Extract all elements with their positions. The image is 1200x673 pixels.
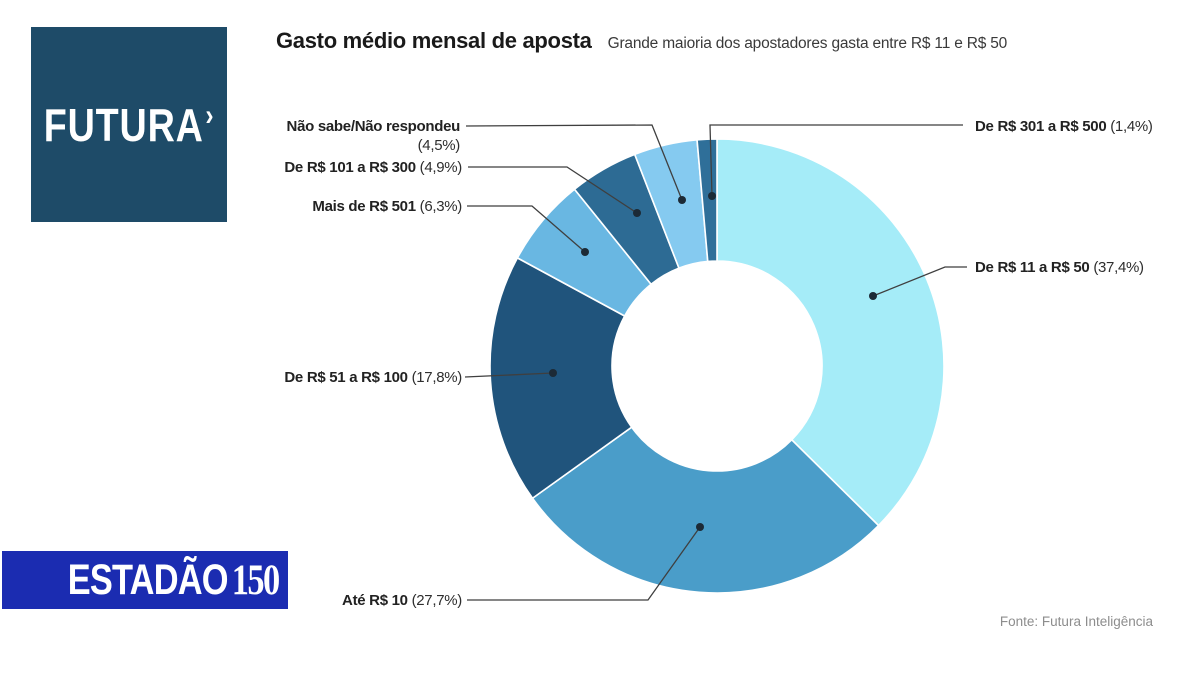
leader-dot-5 [678,196,686,204]
slice-label-value: (1,4%) [1106,118,1153,135]
donut-slice-2 [489,256,633,500]
leader-line-5 [465,124,683,201]
leader-dot-2 [549,369,557,377]
estadao-logo-wordmark: ESTADÃO 150 [68,555,280,605]
slice-label-value: (37,4%) [1089,259,1144,276]
slice-label-name: De R$ 301 a R$ 500 [975,118,1107,135]
estadao-logo-text: ESTADÃO [68,555,229,604]
slice-label-name: Mais de R$ 501 [312,198,416,215]
donut-slice-0 [716,138,945,527]
estadao-logo: ESTADÃO 150 [2,551,288,609]
slice-label-1: Até R$ 10 (27,7%) [342,591,462,610]
slice-label-4: De R$ 101 a R$ 300 (4,9%) [284,158,462,177]
slice-label-value: (27,7%) [407,592,463,609]
futura-logo: FUTURA › [31,27,227,222]
slice-label-value: (4,5%) [417,137,461,154]
leader-line-2 [464,372,554,378]
source-note: Fonte: Futura Inteligência [999,614,1153,629]
slice-label-value: (17,8%) [407,369,463,386]
futura-logo-mark: › [205,98,215,132]
leader-dot-0 [869,292,877,300]
slice-label-3: Mais de R$ 501 (6,3%) [312,197,462,216]
chart-subtitle: Grande maioria dos apostadores gasta ent… [607,35,1008,52]
futura-logo-text: FUTURA [43,98,204,151]
slice-label-name: Até R$ 10 [342,592,408,609]
leader-line-4 [468,166,638,214]
donut-slice-6 [696,138,718,263]
leader-line-1 [467,526,701,601]
leader-dot-6 [708,192,716,200]
slice-label-value: (6,3%) [415,198,463,215]
slice-label-6: De R$ 301 a R$ 500 (1,4%) [975,117,1153,136]
slice-label-name: De R$ 51 a R$ 100 [284,369,408,386]
slice-label-value: (4,9%) [415,159,463,176]
slice-label-name: De R$ 101 a R$ 300 [284,159,416,176]
leader-line-0 [872,266,967,297]
slice-label-5: Não sabe/Não respondeu (4,5%) [286,117,461,155]
leader-line-6 [709,124,963,197]
chart-header: Gasto médio mensal de aposta Grande maio… [276,28,1007,54]
leader-line-3 [467,205,586,253]
leader-dot-4 [633,209,641,217]
futura-logo-wordmark: FUTURA › [44,98,215,152]
estadao-logo-number: 150 [232,556,280,604]
slice-label-2: De R$ 51 a R$ 100 (17,8%) [284,368,462,387]
donut-slice-1 [531,426,880,594]
leader-dot-3 [581,248,589,256]
slice-label-0: De R$ 11 a R$ 50 (37,4%) [975,258,1144,277]
leader-dot-1 [696,523,704,531]
chart-title: Gasto médio mensal de aposta [276,28,592,53]
slice-label-name: De R$ 11 a R$ 50 [975,259,1090,276]
slice-label-name: Não sabe/Não respondeu [286,118,461,135]
